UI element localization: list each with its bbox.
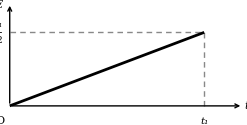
Text: t₁: t₁ xyxy=(200,117,208,125)
Text: t: t xyxy=(245,101,247,111)
Text: 2: 2 xyxy=(0,36,2,45)
Text: E: E xyxy=(0,0,2,10)
Text: O: O xyxy=(0,116,4,125)
Text: E₁: E₁ xyxy=(0,20,2,29)
